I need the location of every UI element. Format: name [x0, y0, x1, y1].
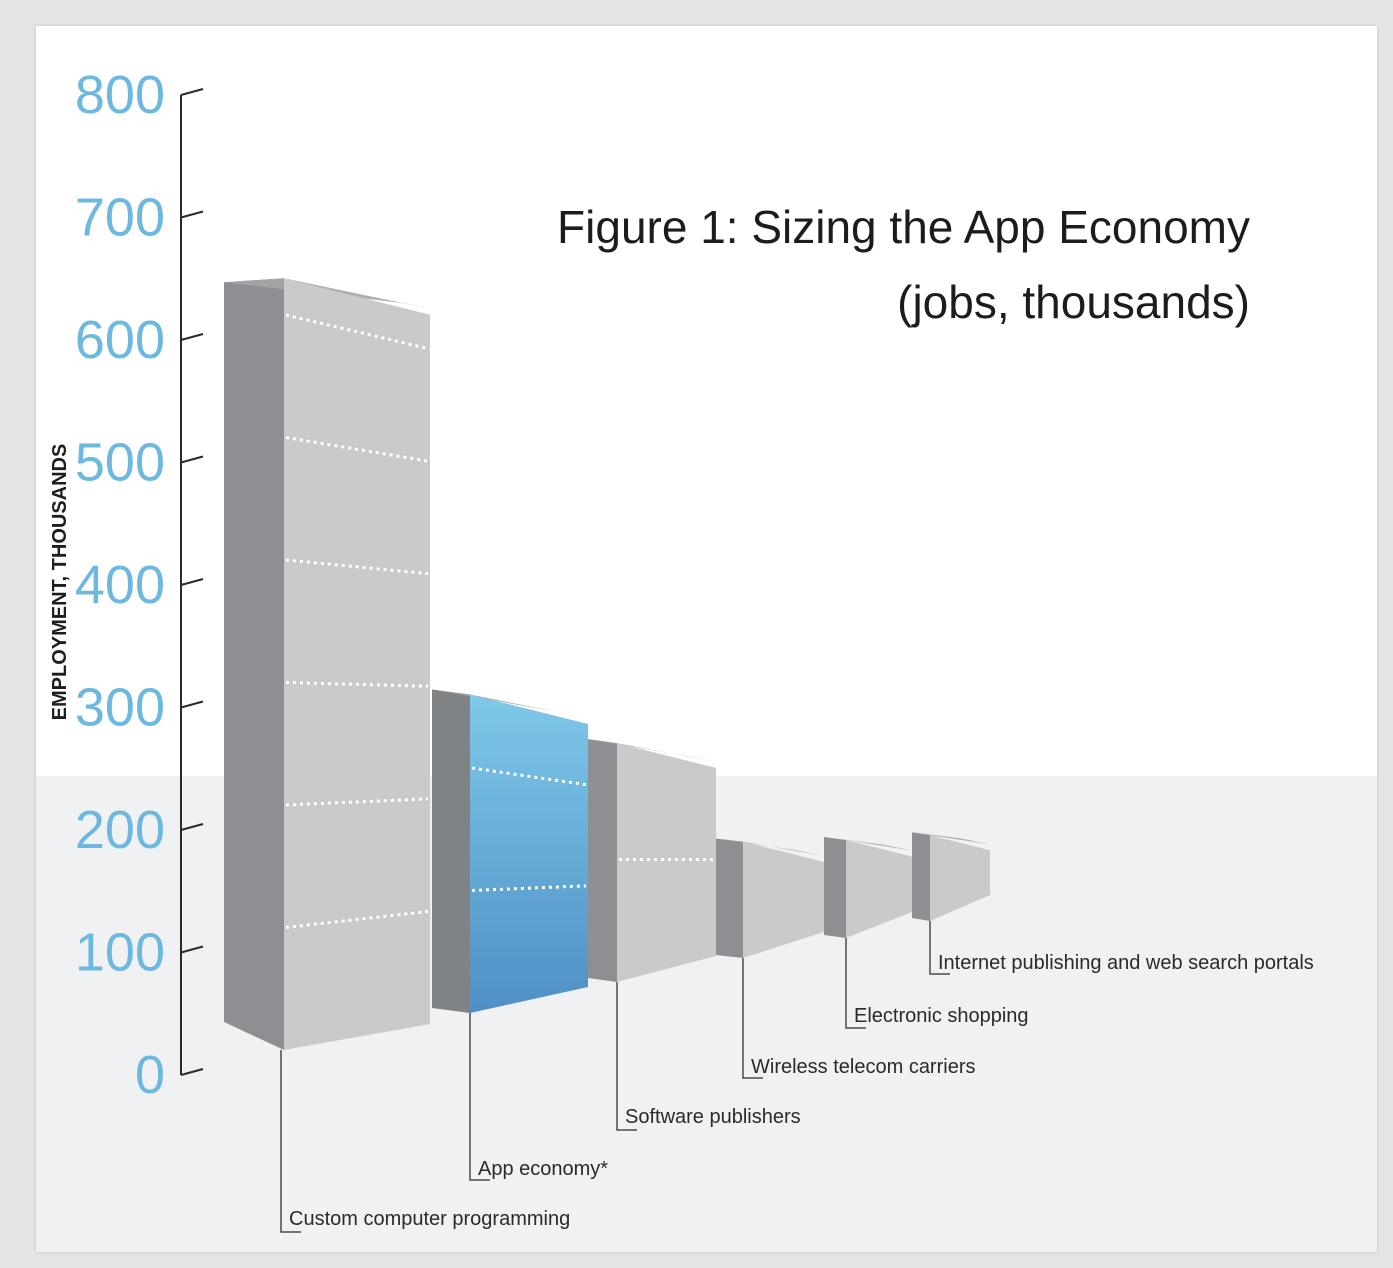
- y-tick-label: 300: [75, 678, 165, 738]
- category-leader: [469, 1013, 490, 1181]
- bar-side: [432, 689, 470, 1013]
- category-leader: [845, 938, 866, 1029]
- bar-3: [716, 838, 824, 958]
- category-leader: [742, 958, 763, 1079]
- bar-side: [912, 832, 930, 921]
- category-label: Electronic shopping: [854, 1005, 1029, 1027]
- y-tick-label: 600: [75, 310, 165, 370]
- bar-gridline: [471, 884, 587, 892]
- category-leader: [616, 982, 637, 1131]
- bar-front: [470, 694, 588, 1013]
- bar-gridline: [471, 766, 587, 787]
- y-tick-label: 100: [75, 923, 165, 983]
- bar-front: [846, 840, 912, 938]
- y-tick: [180, 823, 204, 831]
- y-tick: [180, 578, 204, 586]
- category-label: Custom computer programming: [289, 1208, 570, 1230]
- bar-front: [930, 835, 990, 921]
- bar-side: [716, 838, 743, 958]
- y-tick: [180, 333, 204, 341]
- bar-2: [588, 739, 716, 982]
- category-leader: [929, 921, 950, 975]
- bar-front: [743, 841, 824, 958]
- bar-5: [912, 832, 990, 921]
- bar-gridline: [285, 797, 429, 807]
- y-tick: [180, 455, 204, 464]
- y-axis-label: EMPLOYMENT, THOUSANDS: [49, 444, 71, 721]
- y-tick-label: 0: [135, 1045, 165, 1105]
- bar-0: [224, 278, 430, 1050]
- bar-side: [224, 278, 284, 1050]
- bar-front: [284, 278, 430, 1050]
- y-tick: [180, 945, 204, 954]
- bar-gridline: [285, 313, 429, 350]
- bar-side: [824, 837, 846, 938]
- y-tick: [180, 88, 204, 96]
- y-axis: 0 100 200 300 400 500 600 700 800: [75, 65, 204, 1105]
- bar-gridline: [285, 681, 429, 688]
- y-tick-label: 800: [75, 65, 165, 125]
- category-label: Software publishers: [625, 1106, 801, 1128]
- category-label: App economy*: [478, 1158, 608, 1180]
- category-label: Wireless telecom carriers: [751, 1056, 975, 1078]
- y-tick: [180, 1068, 204, 1076]
- y-tick: [180, 210, 204, 219]
- chart-title: Figure 1: Sizing the App Economy: [557, 201, 1250, 253]
- bar-top: [912, 832, 990, 845]
- category-label: Internet publishing and web search porta…: [938, 952, 1314, 974]
- y-tick-label: 700: [75, 188, 165, 248]
- y-tick-label: 500: [75, 433, 165, 493]
- bar-front: [617, 743, 716, 982]
- category-leaders: Custom computer programming App economy* S…: [280, 921, 1314, 1233]
- bars-group: [224, 278, 990, 1050]
- category-leader: [280, 1050, 301, 1233]
- chart-subtitle: (jobs, thousands): [897, 276, 1250, 328]
- bar-1: [432, 689, 588, 1013]
- bar-4: [824, 837, 912, 938]
- y-tick: [180, 700, 204, 709]
- bar-gridline: [285, 558, 429, 576]
- y-tick-label: 200: [75, 800, 165, 860]
- y-tick-label: 400: [75, 555, 165, 615]
- bar-side: [588, 739, 617, 982]
- bar-gridline: [285, 909, 429, 929]
- bar-gridline: [285, 436, 429, 463]
